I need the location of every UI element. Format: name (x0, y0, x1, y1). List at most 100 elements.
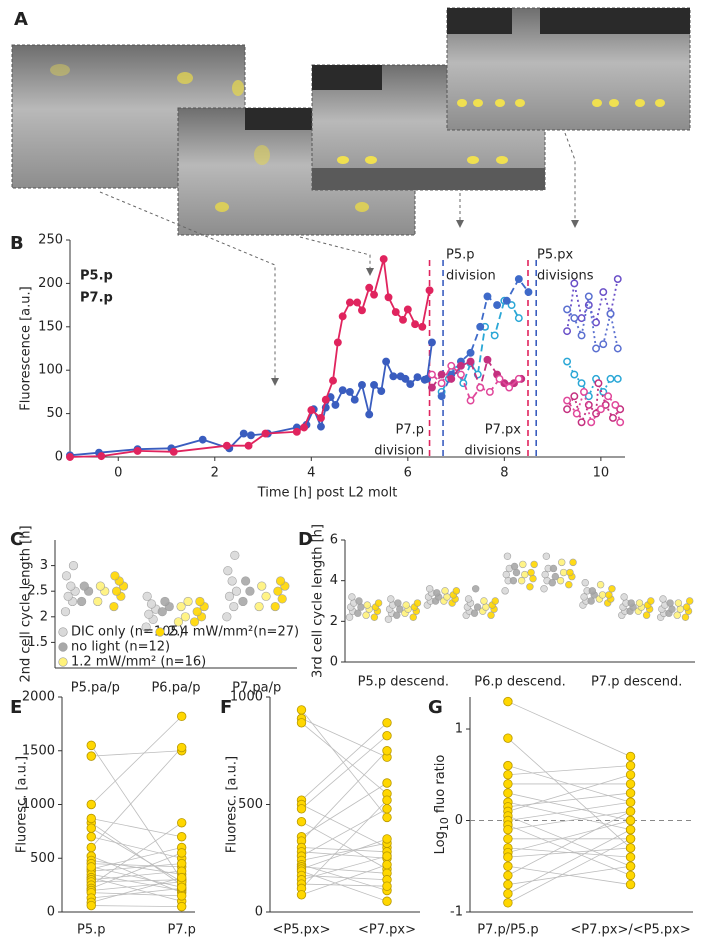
y-tick-label: 4 (330, 573, 338, 588)
data-point (563, 357, 572, 366)
data-point (86, 900, 96, 911)
pair-line (507, 820, 631, 853)
data-point (668, 605, 676, 613)
data-point (173, 617, 184, 627)
data-point (491, 597, 499, 605)
data-point (254, 601, 264, 612)
data-point (86, 832, 96, 842)
pair-line (507, 792, 631, 808)
data-point (503, 552, 512, 560)
data-point (111, 586, 122, 596)
data-point (387, 595, 395, 603)
data-point (350, 395, 359, 404)
data-point (241, 576, 251, 586)
data-point (86, 842, 96, 853)
data-point (401, 374, 410, 383)
data-point (93, 596, 103, 607)
data-point (441, 587, 449, 595)
y-tick-label: 2000 (22, 690, 55, 705)
pair-line (507, 765, 631, 776)
data-point (519, 560, 527, 569)
label-part: fluo ratio (433, 755, 448, 814)
data-point (247, 431, 255, 440)
y-axis-label: 2nd cell cycle length [h] (19, 525, 34, 682)
data-point (345, 387, 354, 396)
data-point (296, 718, 307, 728)
data-point (625, 834, 636, 844)
data-point (514, 275, 523, 284)
data-point (470, 609, 479, 617)
x-tick-label: P5.pa/p (71, 681, 120, 696)
pair-line (301, 883, 388, 887)
data-point (447, 361, 456, 370)
data-point (146, 599, 157, 609)
legend-label: 2.4 mW/mm²(n=27) (168, 625, 299, 640)
data-point (608, 413, 617, 422)
data-point (109, 601, 119, 612)
data-point (592, 318, 600, 327)
data-point (300, 423, 309, 432)
data-point (358, 306, 366, 315)
data-point (466, 357, 475, 366)
data-point (611, 400, 620, 409)
data-point (195, 596, 205, 607)
x-tick-label: P6.p descend. (474, 675, 565, 690)
data-point (563, 396, 572, 405)
data-point (333, 338, 342, 347)
data-point (507, 301, 516, 310)
x-tick-label: P7.p descend. (591, 675, 682, 690)
data-point (169, 447, 178, 456)
data-point (659, 595, 667, 603)
pair-line (507, 838, 631, 904)
data-point (473, 603, 482, 611)
data-point (425, 286, 434, 295)
data-point (577, 331, 586, 340)
data-point (447, 374, 456, 383)
pair-line (301, 799, 388, 889)
data-point (382, 881, 392, 891)
data-point (176, 711, 187, 722)
data-point (549, 564, 558, 573)
data-point (517, 576, 526, 585)
data-point (485, 387, 494, 396)
pair-line (91, 822, 182, 886)
data-point (570, 279, 579, 288)
pointer (299, 236, 371, 270)
pointer-arrows (99, 132, 576, 380)
data-point (437, 370, 446, 379)
data-point (606, 374, 615, 383)
panel-letter: A (14, 9, 28, 30)
x-tick-label: 2 (211, 466, 219, 481)
data-point (542, 552, 551, 560)
pair-line (507, 824, 631, 876)
data-point (61, 571, 72, 581)
pair-line (301, 722, 388, 795)
data-point (270, 601, 280, 612)
panel-letter: F (220, 697, 232, 718)
pair-line (91, 887, 182, 899)
pair-line (301, 750, 388, 842)
data-point (68, 560, 79, 571)
data-point (541, 570, 549, 579)
data-point (681, 613, 690, 621)
data-point (230, 550, 240, 560)
data-point (275, 576, 286, 586)
data-point (493, 301, 502, 310)
x-tick-label: <P7.px>/<P5.px> (570, 923, 690, 938)
y-tick-label: 0 (255, 905, 263, 920)
data-point (666, 599, 674, 607)
data-point (487, 611, 495, 619)
data-point (570, 314, 579, 323)
data-point (502, 570, 510, 579)
data-point (63, 591, 73, 601)
data-point (86, 799, 96, 810)
data-point (548, 578, 556, 587)
data-point (503, 696, 513, 707)
data-point (345, 298, 354, 307)
x-tick-label: P5.p descend. (358, 675, 449, 690)
pair-line (301, 866, 388, 874)
y-tick-label: 0 (55, 450, 63, 465)
data-point (231, 586, 242, 596)
y-tick-label: 100 (38, 363, 63, 378)
data-point (514, 314, 523, 323)
